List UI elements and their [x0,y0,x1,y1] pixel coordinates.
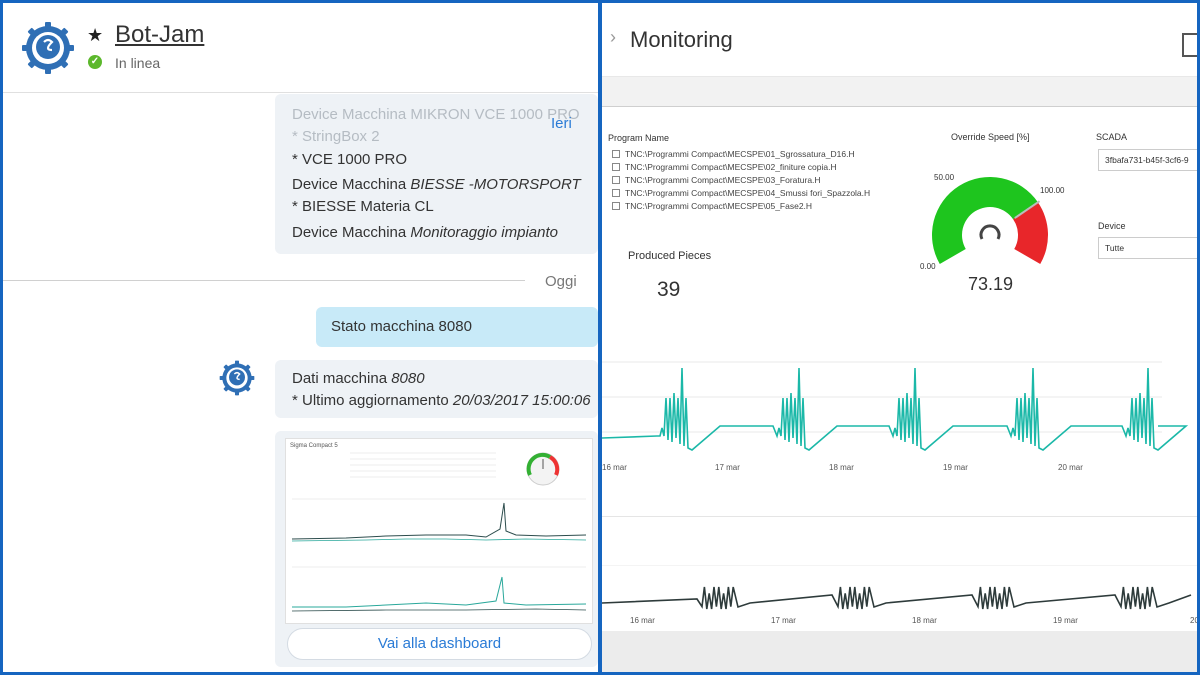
user-message-text: Stato macchina 8080 [331,318,472,335]
bot-message-line: * Ultimo aggiornamento 20/03/2017 15:00:… [292,392,591,409]
contact-name[interactable]: Bot-Jam [115,21,205,48]
gauge-value: 73.19 [968,274,1014,294]
produced-pieces-label: Produced Pieces [628,250,712,262]
bot-message-bubble [275,360,598,418]
device-label: Device [1098,221,1126,231]
chart2-series-line [602,586,1192,610]
message-line: * VCE 1000 PRO [292,151,408,168]
page-title: Monitoring [630,27,733,52]
chart1-date-label: 18 mar [829,463,854,472]
program-name-label: Program Name [608,133,670,143]
checkbox-icon[interactable] [612,189,620,197]
override-timeline-chart [602,361,1189,451]
load-timeline-chart [602,565,1197,610]
chart1-date-label: 20 mar [1058,463,1083,472]
program-filter-item[interactable]: TNC:\Programmi Compact\MECSPE\01_Sgrossa… [612,149,855,159]
checkbox-icon[interactable] [612,150,620,158]
window-control-icon[interactable] [1182,33,1197,57]
open-dashboard-button[interactable]: Vai alla dashboard [287,628,592,660]
program-filter-item[interactable]: TNC:\Programmi Compact\MECSPE\04_Smussi … [612,188,870,198]
message-line: * BIESSE Materia CL [292,198,434,215]
bot-message-line: Dati macchina 8080 [292,370,425,387]
chart-separator [602,516,1197,517]
day-separator [3,280,525,281]
gauge-fill-arc [932,176,1038,264]
panel-divider [598,0,602,675]
gauge-mid-label: 50.00 [934,173,955,182]
program-filter-item[interactable]: TNC:\Programmi Compact\MECSPE\02_finitur… [612,162,837,172]
chart2-date-label: 17 mar [771,616,796,625]
scada-select[interactable]: 3fbafa731-b45f-3cf6-9 [1098,149,1197,171]
gauge-remaining-arc [1013,202,1048,264]
gauge-min-label: 0.00 [920,262,936,271]
checkbox-icon[interactable] [612,176,620,184]
dashboard-thumbnail[interactable]: Sigma Compact 5 [285,438,593,624]
monitoring-header: › Monitoring [602,3,1197,77]
chart2-date-label: 19 mar [1053,616,1078,625]
monitoring-panel: › Monitoring Program Name TNC:\Programmi… [602,3,1197,672]
bot-avatar-icon[interactable] [21,21,75,75]
gauge-max-label: 100.00 [1040,186,1065,195]
user-message-bubble [316,307,598,347]
device-select[interactable]: Tutte [1098,237,1197,259]
override-speed-gauge [932,176,1048,264]
produced-pieces-value: 39 [657,278,681,301]
footer-strip [602,631,1197,672]
override-speed-label: Override Speed [%] [951,132,1030,142]
faded-message-line: * StringBox 2 [292,128,380,145]
checkbox-icon[interactable] [612,163,620,171]
chat-panel: ★ Bot-Jam ✓ In linea Device Macchina MIK… [3,3,598,672]
online-status-icon: ✓ [88,55,102,69]
chart1-date-label: 19 mar [943,463,968,472]
program-filter-item[interactable]: TNC:\Programmi Compact\MECSPE\03_Foratur… [612,175,821,185]
chart2-date-label: 18 mar [912,616,937,625]
bot-avatar-small-icon [219,360,255,396]
chart1-date-label: 16 mar [602,463,627,472]
toolbar-strip [602,77,1197,107]
gauge-needle [1014,200,1041,219]
checkbox-icon[interactable] [612,202,620,210]
chart1-date-label: 17 mar [715,463,740,472]
thumbnail-title: Sigma Compact 5 [290,443,338,449]
chevron-right-icon[interactable]: › [610,27,616,47]
timestamp-yesterday: Ieri [551,115,572,132]
message-list: Device Macchina MIKRON VCE 1000 PRO * St… [3,94,598,672]
contact-status: In linea [115,55,161,71]
message-bubble-device-list [275,94,598,254]
favorite-star-icon[interactable]: ★ [87,25,104,45]
gauge-hub [979,224,1001,240]
message-line: Device Macchina Monitoraggio impianto [292,224,558,241]
program-filter-item[interactable]: TNC:\Programmi Compact\MECSPE\05_Fase2.H [612,201,812,211]
thumbnail-preview [291,452,587,612]
chart1-series-line [602,367,1189,451]
chart2-date-label: 16 mar [630,616,655,625]
faded-message-line: Device Macchina MIKRON VCE 1000 PRO [292,106,580,123]
scada-label: SCADA [1096,132,1128,142]
chat-header: ★ Bot-Jam ✓ In linea [3,3,598,93]
day-separator-label: Oggi [545,273,577,290]
chart2-date-label: 20 [1190,616,1197,625]
message-line: Device Macchina BIESSE -MOTORSPORT [292,176,581,193]
